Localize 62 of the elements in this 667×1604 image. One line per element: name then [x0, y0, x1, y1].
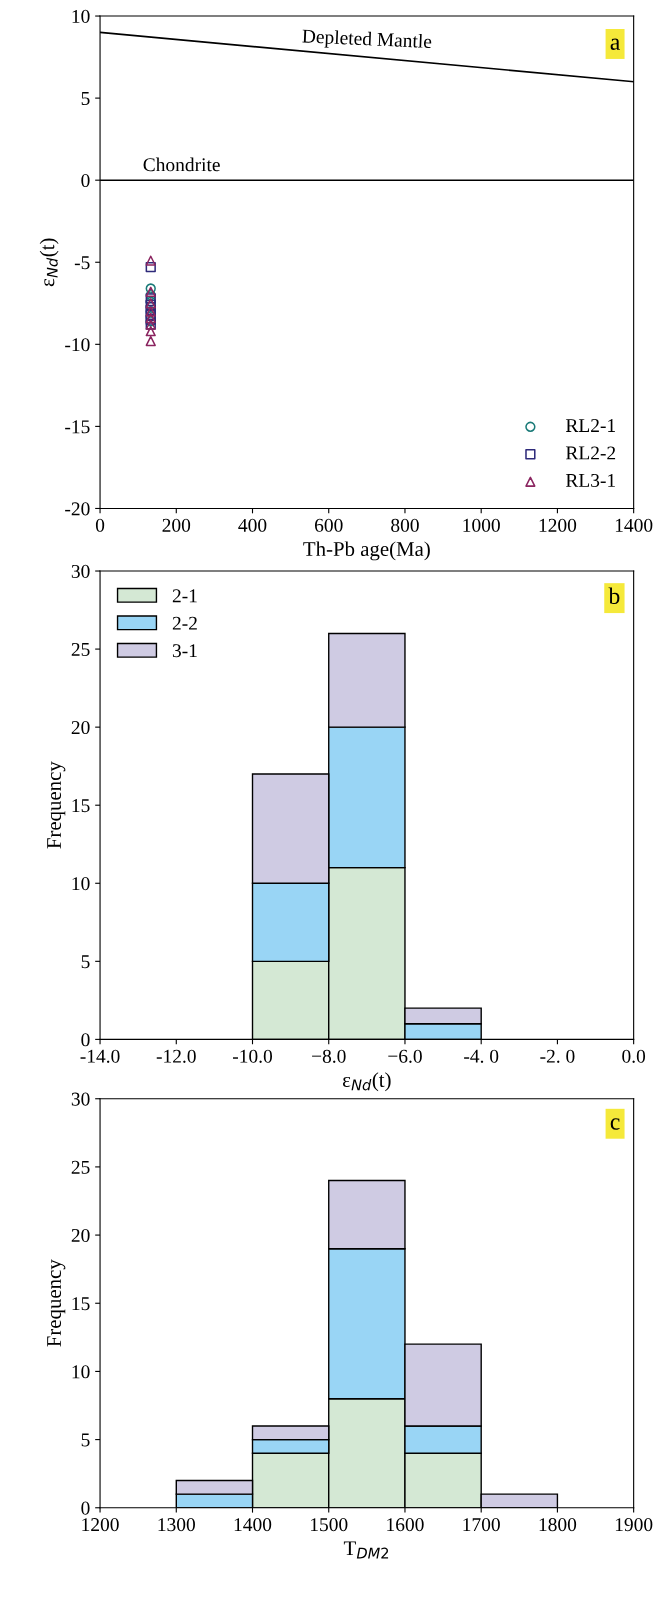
y-tick-label: 0 [81, 1501, 90, 1515]
legend-label: RL3-1 [565, 473, 615, 488]
y-tick-label: 5 [81, 955, 90, 969]
legend-label: RL2-1 [565, 419, 615, 432]
y-tick-label: 10 [72, 9, 90, 23]
x-tick-label: 1600 [387, 1518, 424, 1532]
x-tick-label: 1400 [615, 518, 653, 532]
y-tick-label: 20 [71, 1228, 90, 1243]
x-tick-label: −8.0 [312, 1049, 346, 1063]
y-tick-label: -10 [65, 338, 90, 352]
x-tick-label: -2. 0 [540, 1049, 575, 1063]
x-tick-label: -14.0 [80, 1049, 120, 1063]
legend-label: RL2-2 [565, 446, 616, 460]
series-label: Depleted Mantle [302, 28, 432, 53]
y-tick-label: 15 [72, 1297, 90, 1311]
x-tick-label: 1200 [539, 518, 577, 532]
x-tick-label: -4. 0 [464, 1049, 499, 1063]
y-tick-label: 20 [71, 720, 90, 735]
ref-line-label: Chondrite [143, 157, 220, 172]
x-tick-label: −6.0 [388, 1049, 422, 1063]
y-tick-label: 5 [81, 1433, 90, 1447]
x-tick-label: 1500 [311, 1518, 348, 1532]
y-tick-label: 30 [71, 564, 90, 578]
legend-label: 2-1 [172, 589, 197, 603]
y-tick-label: 15 [72, 799, 90, 813]
x-tick-label: 400 [238, 518, 267, 532]
annotation: b [608, 587, 620, 605]
x-axis-title: Th-Pb age(Ma) [303, 541, 430, 561]
y-tick-label: 5 [81, 92, 90, 106]
y-tick-label: -20 [65, 502, 90, 516]
x-axis-title: ε$_{Nd}$(t) [342, 1072, 391, 1092]
y-tick-label: 25 [71, 1160, 90, 1174]
legend-label: 3-1 [172, 644, 197, 658]
y-axis-title: Frequency [47, 1259, 66, 1347]
x-tick-label: 200 [162, 518, 191, 532]
x-tick-label: 1400 [234, 1518, 272, 1532]
y-tick-label: -5 [74, 256, 90, 270]
y-tick-label: 10 [72, 1365, 90, 1379]
annotation: a [610, 38, 620, 50]
x-tick-label: -12.0 [156, 1049, 196, 1063]
y-tick-label: 0 [81, 1033, 90, 1047]
y-tick-label: 25 [71, 642, 90, 657]
x-tick-label: 1300 [158, 1518, 195, 1532]
y-tick-label: -15 [65, 420, 90, 434]
x-tick-label: 1900 [615, 1518, 653, 1532]
x-tick-label: 1800 [539, 1518, 577, 1532]
x-tick-label: 1700 [463, 1518, 500, 1532]
x-tick-label: -10.0 [232, 1049, 273, 1063]
y-tick-label: 0 [81, 174, 90, 188]
legend-label: 2-2 [172, 616, 197, 630]
x-axis-title: T$_{DM2}$ [343, 1541, 389, 1559]
y-axis-title: Frequency [47, 761, 66, 849]
x-tick-label: 1000 [463, 518, 500, 532]
y-tick-label: 10 [72, 877, 90, 891]
x-tick-label: 1200 [82, 1518, 119, 1532]
y-axis-title: ε$_{Nd}$(t) [39, 238, 59, 287]
x-tick-label: 800 [391, 518, 419, 532]
annotation: c [610, 1118, 620, 1130]
x-tick-label: 600 [314, 518, 343, 532]
y-tick-label: 30 [71, 1092, 90, 1106]
x-tick-label: 0.0 [622, 1049, 646, 1063]
x-tick-label: 0 [95, 518, 105, 532]
